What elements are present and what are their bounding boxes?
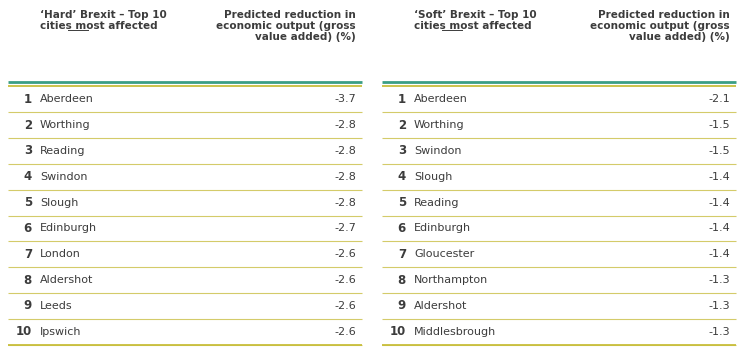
Text: Reading: Reading <box>40 146 86 156</box>
Text: 2: 2 <box>24 119 32 132</box>
Text: Swindon: Swindon <box>414 146 461 156</box>
Text: Gloucester: Gloucester <box>414 249 474 259</box>
Text: 1: 1 <box>398 93 406 106</box>
Text: value added) (%): value added) (%) <box>629 32 730 42</box>
Text: -1.5: -1.5 <box>708 146 730 156</box>
Text: ‘Hard’ Brexit – Top 10: ‘Hard’ Brexit – Top 10 <box>40 10 167 20</box>
Text: 4: 4 <box>24 170 32 183</box>
Text: London: London <box>40 249 81 259</box>
Text: 9: 9 <box>24 299 32 312</box>
Text: Ipswich: Ipswich <box>40 327 82 337</box>
Text: 9: 9 <box>398 299 406 312</box>
Text: -2.8: -2.8 <box>334 146 356 156</box>
Text: 6: 6 <box>398 222 406 235</box>
Text: Predicted reduction in: Predicted reduction in <box>598 10 730 20</box>
Text: -2.8: -2.8 <box>334 172 356 182</box>
Text: 4: 4 <box>398 170 406 183</box>
Text: 5: 5 <box>24 196 32 209</box>
Text: 5: 5 <box>398 196 406 209</box>
Text: 3: 3 <box>24 145 32 157</box>
Text: cities most affected: cities most affected <box>40 21 158 31</box>
Text: Predicted reduction in: Predicted reduction in <box>224 10 356 20</box>
Text: Middlesbrough: Middlesbrough <box>414 327 496 337</box>
Text: 10: 10 <box>16 325 32 338</box>
Text: 3: 3 <box>398 145 406 157</box>
Text: Northampton: Northampton <box>414 275 488 285</box>
Text: -2.6: -2.6 <box>334 301 356 311</box>
Text: economic output (gross: economic output (gross <box>217 21 356 31</box>
Text: -2.8: -2.8 <box>334 197 356 208</box>
Text: -2.7: -2.7 <box>334 224 356 233</box>
Text: Aberdeen: Aberdeen <box>40 94 94 105</box>
Text: -1.4: -1.4 <box>708 197 730 208</box>
Text: 2: 2 <box>398 119 406 132</box>
Text: -1.4: -1.4 <box>708 249 730 259</box>
Text: Slough: Slough <box>40 197 78 208</box>
Text: Aldershot: Aldershot <box>414 301 467 311</box>
Text: Edinburgh: Edinburgh <box>40 224 97 233</box>
Text: Reading: Reading <box>414 197 460 208</box>
Text: -3.7: -3.7 <box>334 94 356 105</box>
Text: Edinburgh: Edinburgh <box>414 224 471 233</box>
Text: 7: 7 <box>24 248 32 261</box>
Text: -1.3: -1.3 <box>708 275 730 285</box>
Text: 1: 1 <box>24 93 32 106</box>
Text: Aberdeen: Aberdeen <box>414 94 468 105</box>
Text: Aldershot: Aldershot <box>40 275 94 285</box>
Text: -2.6: -2.6 <box>334 249 356 259</box>
Text: -1.4: -1.4 <box>708 224 730 233</box>
Text: 10: 10 <box>390 325 406 338</box>
Text: cities most affected: cities most affected <box>414 21 532 31</box>
Text: 8: 8 <box>398 274 406 287</box>
Text: 8: 8 <box>24 274 32 287</box>
Text: economic output (gross: economic output (gross <box>591 21 730 31</box>
Text: Slough: Slough <box>414 172 452 182</box>
Text: -2.1: -2.1 <box>708 94 730 105</box>
Text: -1.4: -1.4 <box>708 172 730 182</box>
Text: -2.6: -2.6 <box>334 327 356 337</box>
Text: Worthing: Worthing <box>40 120 91 130</box>
Text: -2.8: -2.8 <box>334 120 356 130</box>
Text: -2.6: -2.6 <box>334 275 356 285</box>
Text: 6: 6 <box>24 222 32 235</box>
Text: -1.3: -1.3 <box>708 327 730 337</box>
Text: Worthing: Worthing <box>414 120 464 130</box>
Text: -1.5: -1.5 <box>708 120 730 130</box>
Text: ‘Soft’ Brexit – Top 10: ‘Soft’ Brexit – Top 10 <box>414 10 536 20</box>
Text: -1.3: -1.3 <box>708 301 730 311</box>
Text: Leeds: Leeds <box>40 301 73 311</box>
Text: Swindon: Swindon <box>40 172 88 182</box>
Text: 7: 7 <box>398 248 406 261</box>
Text: value added) (%): value added) (%) <box>255 32 356 42</box>
